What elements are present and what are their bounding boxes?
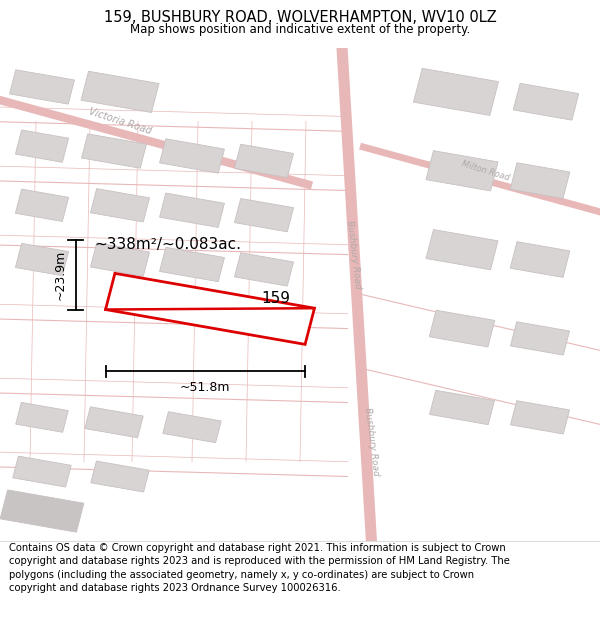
Polygon shape bbox=[91, 461, 149, 492]
Polygon shape bbox=[0, 490, 84, 532]
Text: ~51.8m: ~51.8m bbox=[180, 381, 230, 394]
Polygon shape bbox=[82, 134, 146, 168]
Polygon shape bbox=[13, 456, 71, 487]
Polygon shape bbox=[10, 70, 74, 104]
Text: Bushbury Road: Bushbury Road bbox=[364, 408, 380, 477]
Polygon shape bbox=[426, 229, 498, 270]
Polygon shape bbox=[235, 199, 293, 232]
Polygon shape bbox=[160, 139, 224, 173]
Polygon shape bbox=[91, 189, 149, 222]
Polygon shape bbox=[511, 401, 569, 434]
Polygon shape bbox=[106, 273, 314, 344]
Polygon shape bbox=[426, 151, 498, 191]
Text: Map shows position and indicative extent of the property.: Map shows position and indicative extent… bbox=[130, 23, 470, 36]
Polygon shape bbox=[160, 193, 224, 228]
Text: Milton Road: Milton Road bbox=[461, 159, 511, 182]
Polygon shape bbox=[16, 130, 68, 162]
Polygon shape bbox=[430, 390, 494, 424]
Text: Victoria Road: Victoria Road bbox=[88, 107, 152, 136]
Polygon shape bbox=[429, 310, 495, 347]
Polygon shape bbox=[235, 253, 293, 286]
Text: 159: 159 bbox=[262, 291, 290, 306]
Text: 159, BUSHBURY ROAD, WOLVERHAMPTON, WV10 0LZ: 159, BUSHBURY ROAD, WOLVERHAMPTON, WV10 … bbox=[104, 11, 496, 26]
Polygon shape bbox=[85, 407, 143, 437]
Polygon shape bbox=[81, 71, 159, 112]
Polygon shape bbox=[160, 248, 224, 282]
Polygon shape bbox=[513, 83, 579, 120]
Polygon shape bbox=[16, 243, 68, 276]
Polygon shape bbox=[163, 412, 221, 442]
Text: Contains OS data © Crown copyright and database right 2021. This information is : Contains OS data © Crown copyright and d… bbox=[9, 543, 510, 592]
Polygon shape bbox=[510, 162, 570, 199]
Polygon shape bbox=[16, 189, 68, 221]
Polygon shape bbox=[91, 243, 149, 276]
Polygon shape bbox=[511, 322, 569, 355]
Polygon shape bbox=[235, 144, 293, 177]
Polygon shape bbox=[413, 68, 499, 116]
Text: ~23.9m: ~23.9m bbox=[53, 250, 67, 300]
Polygon shape bbox=[16, 402, 68, 432]
Polygon shape bbox=[510, 242, 570, 278]
Text: ~338m²/~0.083ac.: ~338m²/~0.083ac. bbox=[95, 238, 241, 252]
Text: Bushbury Road: Bushbury Road bbox=[346, 220, 362, 289]
